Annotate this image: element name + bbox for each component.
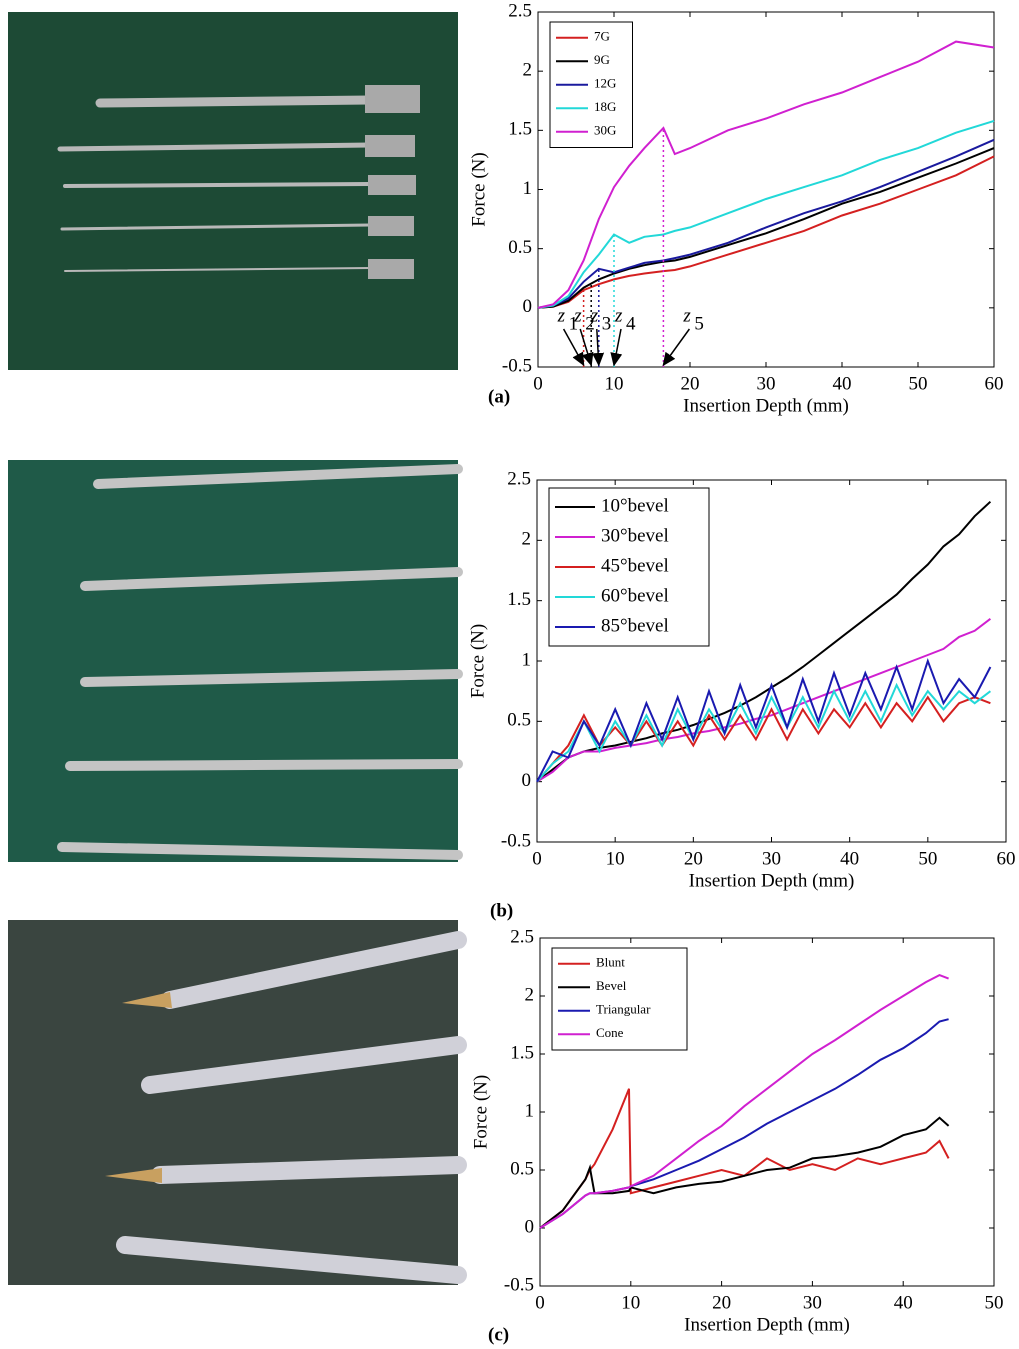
x-tick-label: 50 — [918, 848, 937, 869]
legend-label: 7G — [594, 29, 610, 44]
y-tick-label: 0.5 — [508, 237, 532, 258]
x-tick-label: 60 — [997, 848, 1016, 869]
panel-label: (a) — [488, 386, 510, 407]
series-line — [539, 1088, 950, 1229]
legend-label: Blunt — [596, 955, 625, 970]
legend-label: 60°bevel — [601, 585, 669, 606]
legend-box — [551, 947, 688, 1051]
legend: Blunt Bevel Triangular Cone — [551, 947, 688, 1051]
annotation-label: z — [614, 305, 623, 326]
y-tick-label: 2.5 — [508, 0, 532, 21]
y-tick-label: 1 — [525, 1100, 535, 1121]
legend-label: Cone — [596, 1025, 624, 1040]
y-tick-label: 2 — [525, 984, 535, 1005]
x-tick-label: 10 — [605, 373, 624, 394]
legend-label: 30G — [594, 123, 616, 138]
annotation-label: z — [573, 305, 582, 326]
panel-label: (c) — [488, 1324, 509, 1345]
x-axis-label: Insertion Depth (mm) — [683, 395, 849, 416]
legend: 7G 9G 12G 18G 30G — [549, 21, 633, 148]
x-tick-label: 0 — [532, 848, 542, 869]
series-line — [536, 682, 992, 783]
annotation-sub: 1 — [569, 313, 579, 334]
x-tick-label: 40 — [840, 848, 859, 869]
annotation-sub: 2 — [585, 313, 595, 334]
series-line — [537, 40, 995, 309]
y-tick-label: 1.5 — [508, 119, 532, 140]
panel-label: (b) — [490, 900, 513, 921]
y-tick-label: 0 — [525, 1216, 535, 1237]
photo-c — [8, 920, 467, 1285]
x-tick-label: 60 — [985, 373, 1004, 394]
y-axis-label: Force (N) — [467, 624, 488, 698]
x-tick-label: 0 — [533, 373, 543, 394]
x-tick-label: 40 — [833, 373, 852, 394]
legend-label: 45°bevel — [601, 555, 669, 576]
x-axis-label: Insertion Depth (mm) — [684, 1314, 850, 1335]
y-tick-label: -0.5 — [502, 355, 532, 376]
y-tick-label: 2 — [522, 529, 532, 550]
y-tick-label: 0 — [523, 296, 533, 317]
series-line — [536, 500, 992, 783]
series-line — [537, 147, 995, 309]
y-tick-label: 1.5 — [507, 589, 531, 610]
y-tick-label: 1 — [523, 178, 533, 199]
y-tick-label: -0.5 — [504, 1274, 534, 1295]
annotation-label: z — [557, 305, 566, 326]
x-tick-label: 40 — [894, 1292, 913, 1313]
x-tick-label: 30 — [803, 1292, 822, 1313]
y-tick-label: 0 — [522, 770, 532, 791]
y-axis-label: Force (N) — [470, 1075, 491, 1149]
y-tick-label: 0.5 — [510, 1158, 534, 1179]
legend: 10°bevel 30°bevel 45°bevel 60°bevel 85°bevel — [548, 487, 710, 647]
x-tick-label: 20 — [684, 848, 703, 869]
x-tick-label: 20 — [681, 373, 700, 394]
annotation-sub: 4 — [626, 313, 636, 334]
x-tick-label: 10 — [606, 848, 625, 869]
annotation-sub: 3 — [602, 313, 612, 334]
y-tick-label: 1.5 — [510, 1042, 534, 1063]
x-axis-label: Insertion Depth (mm) — [689, 870, 855, 891]
annotation-arrow — [592, 328, 605, 367]
photo-b — [8, 460, 463, 862]
legend-label: 30°bevel — [601, 525, 669, 546]
legend-label: Triangular — [596, 1002, 651, 1017]
x-tick-label: 30 — [757, 373, 776, 394]
y-tick-label: 0.5 — [507, 710, 531, 731]
series-line — [536, 657, 992, 783]
series-line — [536, 695, 991, 783]
x-tick-label: 30 — [762, 848, 781, 869]
x-tick-label: 10 — [621, 1292, 640, 1313]
x-tick-label: 20 — [712, 1292, 731, 1313]
x-tick-label: 50 — [985, 1292, 1004, 1313]
x-tick-label: 0 — [535, 1292, 545, 1313]
legend-label: 12G — [594, 76, 616, 91]
y-tick-label: -0.5 — [501, 830, 531, 851]
annotation-arrow — [579, 328, 594, 367]
x-tick-label: 50 — [909, 373, 928, 394]
legend-label: 18G — [594, 99, 616, 114]
legend-label: 9G — [594, 52, 610, 67]
series-line — [537, 138, 995, 309]
annotation-sub: 5 — [694, 313, 704, 334]
photo-a — [8, 12, 458, 370]
annotation-label: z — [590, 305, 599, 326]
annotation-label: z — [682, 305, 691, 326]
series-line — [537, 119, 995, 309]
legend-label: Bevel — [596, 978, 627, 993]
annotation-arrow — [662, 328, 691, 367]
y-axis-label: Force (N) — [468, 152, 489, 226]
legend-label: 85°bevel — [601, 615, 669, 636]
y-tick-label: 1 — [522, 649, 532, 670]
legend-label: 10°bevel — [601, 495, 669, 516]
series-line — [539, 1116, 950, 1229]
y-tick-label: 2.5 — [507, 468, 531, 489]
y-tick-label: 2.5 — [510, 926, 534, 947]
annotation-arrow — [562, 328, 585, 367]
series-line — [539, 974, 949, 1229]
annotation-arrow — [610, 328, 623, 367]
y-tick-label: 2 — [523, 60, 533, 81]
